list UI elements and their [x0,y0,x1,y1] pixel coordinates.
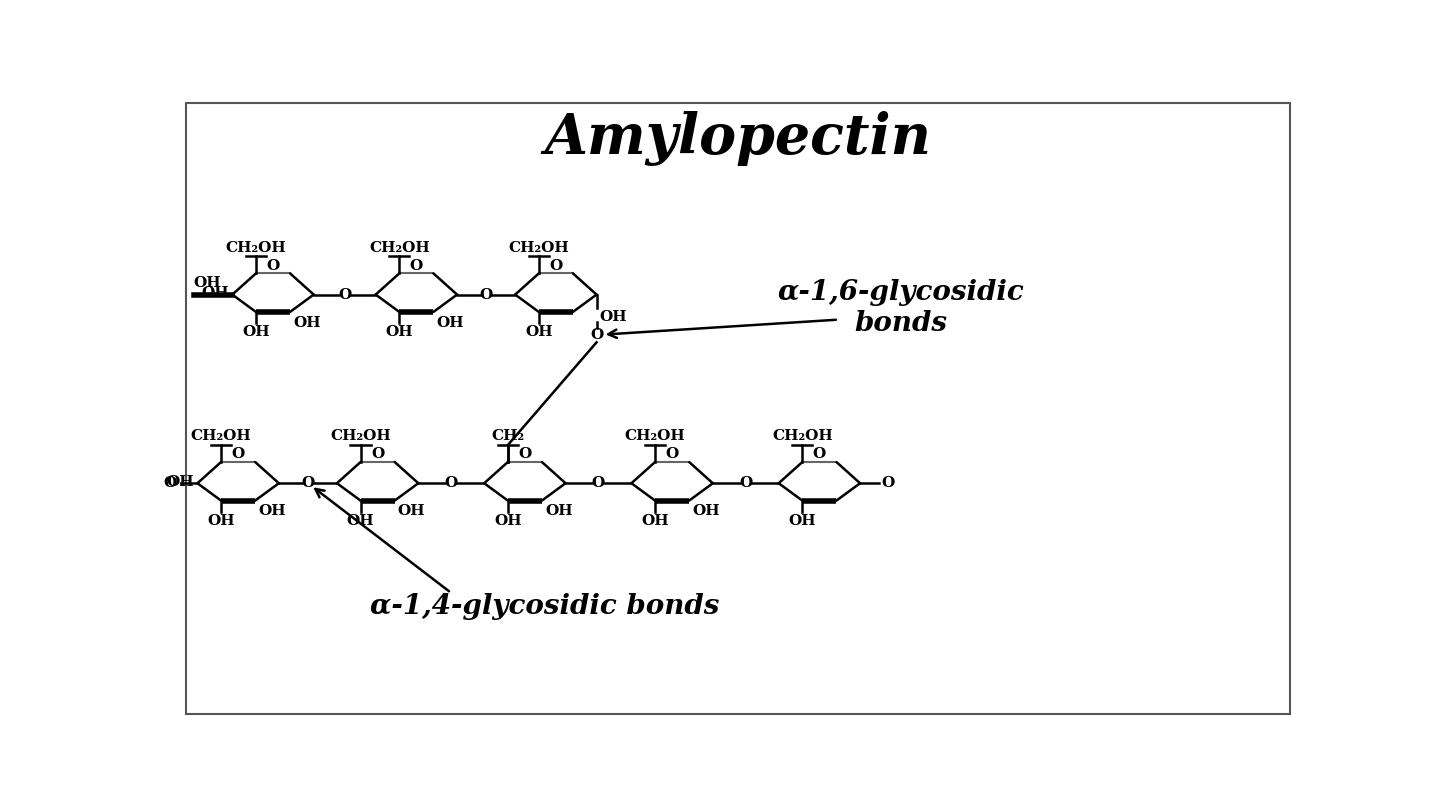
Text: Amylopectin: Amylopectin [544,111,932,166]
Text: O: O [410,259,423,273]
Text: OH: OH [167,475,194,489]
Text: O: O [592,477,605,490]
Text: OH: OH [397,504,425,519]
Text: O: O [163,477,177,490]
Text: O: O [549,259,563,273]
Text: OH: OH [599,310,628,324]
Text: O: O [665,447,678,461]
Text: α-1,6-glycosidic
bonds: α-1,6-glycosidic bonds [778,279,1024,337]
Text: O: O [812,447,827,461]
Text: O: O [881,477,894,490]
Text: CH₂OH: CH₂OH [226,240,287,255]
Text: OH: OH [546,504,573,519]
Text: CH₂OH: CH₂OH [508,240,569,255]
Text: CH₂OH: CH₂OH [369,240,429,255]
Text: CH₂OH: CH₂OH [330,430,390,443]
Text: OH: OH [693,504,720,519]
Text: O: O [372,447,384,461]
Text: O: O [338,287,351,302]
Text: CH₂OH: CH₂OH [625,430,685,443]
Text: OH: OH [436,316,464,330]
Text: OH: OH [294,316,321,330]
Text: O: O [518,447,531,461]
Text: OH: OH [347,514,374,527]
Text: O: O [232,447,245,461]
Text: OH: OH [194,276,222,290]
Text: OH: OH [641,514,668,527]
Text: O: O [480,287,492,302]
Text: OH: OH [526,325,553,339]
Text: O: O [266,259,279,273]
Text: OH: OH [386,325,413,339]
Text: OH: OH [494,514,521,527]
Text: OH: OH [207,514,235,527]
Text: OH: OH [258,504,287,519]
Text: O: O [590,328,603,341]
Text: O: O [445,477,458,490]
Text: CH₂OH: CH₂OH [772,430,832,443]
Text: OH: OH [242,325,269,339]
Text: OH: OH [202,286,229,300]
Text: CH₂: CH₂ [491,430,524,443]
Text: O: O [301,477,314,490]
Text: O: O [739,477,752,490]
Text: OH: OH [789,514,816,527]
Text: CH₂OH: CH₂OH [190,430,252,443]
Text: α-1,4-glycosidic bonds: α-1,4-glycosidic bonds [370,592,719,620]
